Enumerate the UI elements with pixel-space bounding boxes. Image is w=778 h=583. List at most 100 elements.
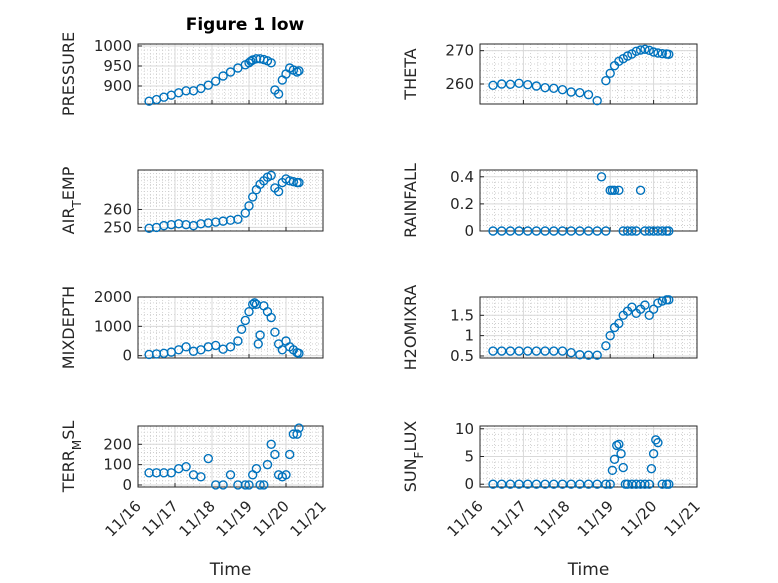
y-axis-label: RAINFALL: [401, 163, 420, 238]
data-point: [648, 304, 659, 314]
x-tick-label: 11/19: [574, 497, 617, 540]
data-point: [566, 87, 576, 97]
y-tick-label: 950: [103, 57, 132, 75]
data-point: [618, 462, 628, 473]
x-tick-label: 11/16: [102, 497, 145, 540]
data-point: [614, 439, 624, 449]
data-point: [240, 480, 251, 490]
data-point: [270, 449, 280, 460]
data-point: [244, 306, 254, 317]
data-point: [664, 295, 674, 305]
subplot-mixdepth: 2000 1000 0 MIXDEPTH: [59, 286, 324, 369]
data-point: [575, 87, 585, 98]
data-point: [488, 346, 498, 356]
subplot-rainfall: 0.4 0.2 0 RAINFALL: [401, 163, 698, 240]
data-point: [664, 226, 674, 236]
y-tick-label: 1000: [94, 37, 132, 55]
data-point: [294, 348, 304, 359]
data-point: [225, 470, 236, 480]
data-point: [601, 341, 611, 351]
data-point: [255, 480, 265, 490]
x-tick-label: 11/17: [139, 497, 182, 540]
y-tick-label: 10: [455, 420, 474, 438]
y-tick-label: 0: [122, 347, 132, 365]
x-tick-label: 11/19: [213, 497, 256, 540]
y-tick-label: 0: [464, 475, 474, 493]
subplot-terr-msl: 200 100 0 TERRMSL 11/1611/1711/1811/1911/201…: [59, 421, 330, 580]
data-point: [288, 176, 299, 187]
data-point: [644, 479, 654, 489]
y-axis-label: THETA: [401, 48, 420, 100]
data-point: [273, 89, 284, 99]
data-point: [657, 226, 667, 236]
data-point: [233, 214, 243, 225]
y-tick-label: 0.2: [450, 195, 474, 213]
data-point: [281, 470, 291, 480]
y-tick-label: 2000: [94, 288, 132, 306]
data-point: [648, 449, 659, 459]
data-point: [236, 324, 247, 334]
data-point: [640, 300, 650, 310]
data-point: [203, 453, 214, 464]
x-tick-label: 11/21: [661, 497, 704, 540]
data-point: [514, 78, 524, 89]
data-point: [640, 44, 650, 55]
y-tick-label: 270: [445, 42, 474, 60]
data-point: [616, 449, 626, 459]
y-tick-label: 200: [103, 435, 132, 453]
data-point: [549, 346, 559, 356]
data-point: [505, 346, 516, 356]
data-point: [181, 461, 191, 472]
data-point: [505, 79, 516, 90]
y-axis-label: SUNFLUX: [401, 421, 426, 493]
data-point: [266, 58, 276, 68]
data-point: [605, 330, 615, 341]
data-point: [218, 480, 228, 490]
data-point: [653, 298, 663, 308]
data-point: [657, 48, 667, 59]
data-point: [196, 472, 206, 482]
data-point: [601, 226, 611, 236]
axes-frame: [137, 296, 324, 359]
x-axis-label: Time: [209, 560, 252, 580]
figure-title: Figure 1 low: [186, 15, 305, 35]
data-point: [249, 298, 260, 308]
data-point: [605, 479, 615, 489]
subplot-pressure: 1000 950 900 PRESSURE: [59, 32, 324, 116]
data-point: [614, 318, 624, 329]
data-point: [631, 46, 641, 57]
data-point: [203, 342, 214, 352]
data-point: [240, 208, 251, 218]
data-point: [549, 83, 559, 94]
data-point: [531, 81, 542, 91]
x-tick-label: 11/18: [530, 497, 573, 540]
data-point: [292, 429, 302, 439]
x-tick-label: 11/21: [287, 497, 330, 540]
data-point: [646, 464, 657, 474]
subplot-theta: 270 260 THETA: [401, 42, 698, 106]
y-tick-label: 250: [103, 218, 132, 236]
data-point: [244, 201, 254, 211]
data-point: [557, 346, 568, 356]
data-point: [653, 437, 663, 448]
data-point: [566, 348, 576, 358]
data-point: [181, 342, 191, 352]
data-point: [601, 479, 611, 489]
y-axis-label: MIXDEPTH: [59, 286, 78, 369]
data-point: [664, 479, 674, 489]
data-point: [592, 95, 602, 106]
data-point: [635, 185, 646, 196]
y-tick-label: 1: [464, 327, 474, 345]
data-point: [266, 439, 276, 449]
data-point: [262, 459, 273, 470]
data-point: [596, 172, 607, 182]
y-tick-label: 900: [103, 77, 132, 95]
data-point: [557, 84, 568, 95]
y-tick-label: 0: [464, 222, 474, 240]
data-point: [592, 350, 602, 360]
data-point: [609, 185, 620, 196]
y-tick-label: 0.4: [450, 168, 474, 186]
data-point: [540, 82, 550, 93]
